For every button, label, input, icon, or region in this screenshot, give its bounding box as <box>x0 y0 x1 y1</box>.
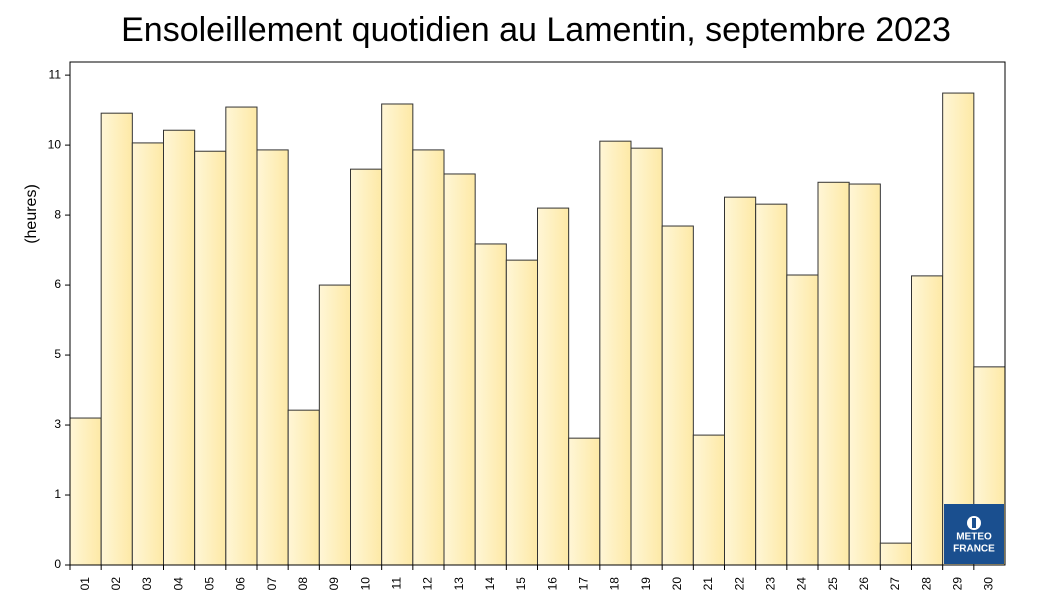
bar <box>599 140 632 566</box>
bar <box>256 149 289 566</box>
x-tick-label: 29 <box>950 577 964 591</box>
bar <box>911 275 944 566</box>
x-tick-label: 17 <box>576 577 590 591</box>
logo-icon <box>972 518 976 528</box>
x-tick-label: 08 <box>296 577 310 591</box>
x-tick-label: 27 <box>888 577 902 591</box>
x-tick-label: 07 <box>265 577 279 591</box>
chart-title: Ensoleillement quotidien au Lamentin, se… <box>121 11 951 49</box>
logo-box <box>944 504 1004 564</box>
bar <box>786 274 819 566</box>
y-tick-label: 6 <box>54 277 61 291</box>
y-tick-label: 11 <box>49 67 62 81</box>
x-tick-label: 09 <box>327 577 341 591</box>
bar <box>568 437 601 566</box>
x-tick-label: 24 <box>795 577 809 591</box>
bar <box>817 181 850 566</box>
x-tick-label: 18 <box>608 577 622 591</box>
plot-frame <box>69 61 1006 566</box>
logo: METEO FRANCE <box>944 504 1004 564</box>
bar <box>412 149 445 566</box>
bar <box>443 173 476 566</box>
bar <box>100 112 133 566</box>
bar <box>537 207 570 566</box>
x-tick-label: 28 <box>919 577 933 591</box>
x-tick-label: 25 <box>826 577 840 591</box>
x-tick-label: 15 <box>514 577 528 591</box>
x-tick-label: 19 <box>639 577 653 591</box>
bar <box>69 417 102 566</box>
y-axis-label: (heures) <box>23 184 40 244</box>
bar <box>661 225 694 566</box>
x-tick-label: 30 <box>982 577 996 591</box>
x-tick-label: 01 <box>78 577 92 591</box>
bar <box>131 142 164 566</box>
x-tick-label: 03 <box>140 577 154 591</box>
x-tick-label: 14 <box>483 577 497 591</box>
y-tick-label: 0 <box>54 557 61 571</box>
x-tick-label: 12 <box>421 577 435 591</box>
y-tick-label: 5 <box>54 347 61 361</box>
y-tick-label: 10 <box>48 137 62 151</box>
x-tick-label: 22 <box>732 577 746 591</box>
bar <box>848 183 881 566</box>
bar <box>381 103 414 566</box>
bar <box>879 542 912 566</box>
x-tick-label: 06 <box>234 577 248 591</box>
x-tick-label: 26 <box>857 577 871 591</box>
x-tick-label: 10 <box>358 577 372 591</box>
bar <box>724 196 757 566</box>
bar <box>318 284 352 566</box>
x-tick-label: 05 <box>202 577 216 591</box>
bar <box>692 434 725 566</box>
y-tick-label: 1 <box>54 487 61 501</box>
x-tick-label: 13 <box>452 577 466 591</box>
bar <box>350 168 383 566</box>
logo-text: METEO <box>956 532 992 543</box>
x-tick-label: 20 <box>670 577 684 591</box>
bar <box>194 150 227 566</box>
x-tick-label: 16 <box>545 577 559 591</box>
bar <box>287 409 320 566</box>
bar <box>225 106 258 566</box>
bar <box>474 243 507 566</box>
bar <box>163 129 196 566</box>
x-tick-label: 23 <box>763 577 777 591</box>
y-tick-label: 8 <box>54 207 61 221</box>
y-tick-label: 3 <box>54 417 61 431</box>
bar <box>630 147 663 566</box>
bar <box>505 259 539 566</box>
x-tick-label: 04 <box>171 577 185 591</box>
x-tick-label: 02 <box>109 577 123 591</box>
bar <box>942 92 975 566</box>
bar <box>755 203 788 566</box>
x-tick-label: 21 <box>701 577 715 591</box>
x-tick-label: 11 <box>389 577 403 590</box>
logo-text: FRANCE <box>953 544 995 555</box>
